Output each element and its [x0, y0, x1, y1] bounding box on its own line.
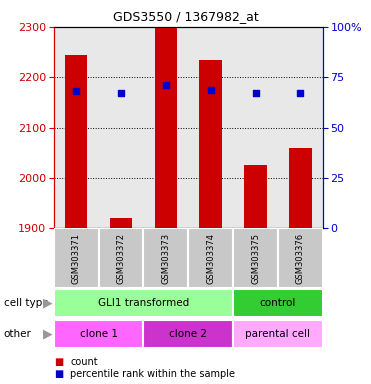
Text: ■: ■ [54, 357, 63, 367]
Text: GDS3550 / 1367982_at: GDS3550 / 1367982_at [113, 10, 258, 23]
Point [73, 88, 79, 94]
Bar [144, 320, 233, 348]
Text: ■: ■ [54, 369, 63, 379]
Bar [65, 55, 88, 228]
Bar [244, 166, 267, 228]
Bar [289, 148, 312, 228]
Bar [233, 320, 323, 348]
Text: control: control [260, 298, 296, 308]
Bar [233, 228, 278, 288]
Text: GSM303371: GSM303371 [72, 233, 81, 284]
Text: cell type: cell type [4, 298, 48, 308]
Text: GSM303374: GSM303374 [206, 233, 215, 284]
Bar [110, 218, 132, 228]
Text: GLI1 transformed: GLI1 transformed [98, 298, 189, 308]
Text: GSM303372: GSM303372 [116, 233, 125, 284]
Text: other: other [4, 329, 32, 339]
Point [208, 87, 214, 93]
Text: ▶: ▶ [43, 296, 53, 310]
Text: parental cell: parental cell [246, 329, 311, 339]
Text: ▶: ▶ [43, 327, 53, 340]
Bar [278, 228, 323, 288]
Bar [200, 60, 222, 228]
Bar [54, 289, 233, 317]
Text: clone 1: clone 1 [80, 329, 118, 339]
Text: GSM303375: GSM303375 [251, 233, 260, 284]
Text: GSM303373: GSM303373 [161, 233, 170, 284]
Bar [233, 289, 323, 317]
Text: percentile rank within the sample: percentile rank within the sample [70, 369, 236, 379]
Point [163, 82, 169, 88]
Point [298, 90, 303, 96]
Bar [54, 228, 99, 288]
Text: GSM303376: GSM303376 [296, 233, 305, 284]
Point [253, 90, 259, 96]
Text: count: count [70, 357, 98, 367]
Point [118, 90, 124, 96]
Bar [144, 228, 188, 288]
Bar [188, 228, 233, 288]
Bar [155, 27, 177, 228]
Bar [99, 228, 144, 288]
Bar [54, 320, 144, 348]
Text: clone 2: clone 2 [169, 329, 207, 339]
